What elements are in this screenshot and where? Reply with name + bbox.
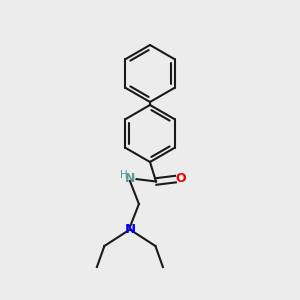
Text: N: N <box>125 172 135 185</box>
Text: N: N <box>124 223 136 236</box>
Text: H: H <box>120 170 128 180</box>
Text: O: O <box>176 172 186 185</box>
